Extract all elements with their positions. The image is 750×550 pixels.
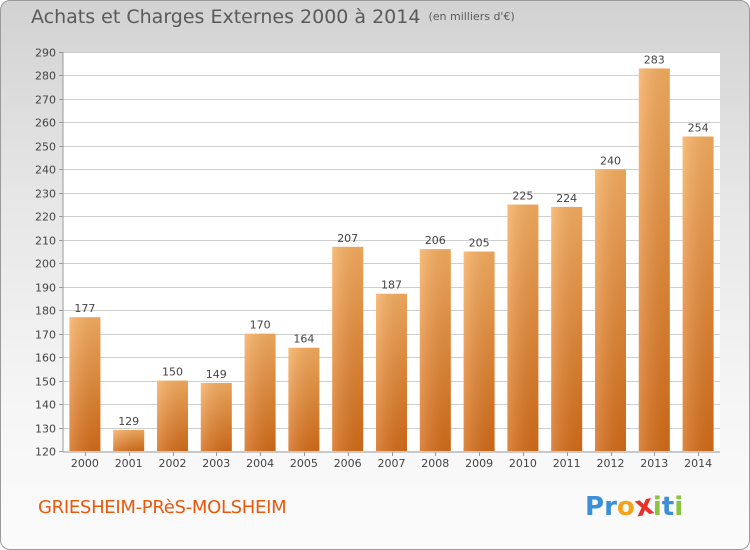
chart-unit: (en milliers d'€) [428,10,515,23]
x-tick-label-2007: 2007 [378,457,406,470]
x-tick-label-2008: 2008 [421,457,449,470]
x-tick-label-2012: 2012 [597,457,625,470]
bar-shade-2004 [244,333,276,451]
logo-letter: P [585,492,605,522]
y-tick-label: 140 [35,399,56,412]
proxiti-logo: Proxiti [585,487,684,523]
x-tick-label-2000: 2000 [71,457,99,470]
bars [69,68,714,451]
logo-letter: r [604,492,617,522]
x-axis-ticks: 2000 2001 2002 2003 2004 2005 2006 2007 2008 2009… [71,452,712,470]
data-label-2005: 164 [293,333,314,346]
x-tick-label-2013: 2013 [640,457,668,470]
commune-name: GRIESHEIM-PRèS-MOLSHEIM [38,497,287,518]
x-tick-label-2001: 2001 [115,457,143,470]
y-tick-label: 190 [35,282,56,295]
data-label-2014: 254 [688,121,709,134]
bar-shade-2013 [638,68,670,451]
bar-shade-2011 [551,206,583,451]
x-tick-label-2002: 2002 [159,457,187,470]
bar-shade-2008 [419,249,451,451]
logo-letter: i [674,492,684,522]
y-tick-label: 170 [35,329,56,342]
y-tick-label: 270 [35,94,56,107]
data-label-2007: 187 [381,279,402,292]
x-tick-label-2014: 2014 [684,457,712,470]
x-tick-label-2005: 2005 [290,457,318,470]
y-tick-label: 240 [35,164,56,177]
data-label-2013: 283 [644,53,665,66]
data-label-2008: 206 [425,234,446,247]
data-label-2010: 225 [512,190,533,203]
bar-shade-2014 [682,136,714,451]
bar-shade-2009 [463,251,495,451]
logo-letter: o [616,492,635,522]
y-tick-label: 200 [35,258,56,271]
x-tick-label-2009: 2009 [465,457,493,470]
bar-shade-2007 [376,293,407,451]
data-label-2001: 129 [118,415,139,428]
bar-shade-2012 [595,169,626,451]
data-label-2006: 207 [337,232,358,245]
bar-shade-2002 [157,380,188,451]
chart-title-text: Achats et Charges Externes 2000 à 2014 [31,6,421,28]
y-tick-label: 160 [35,352,56,365]
data-label-2009: 205 [469,237,490,250]
x-tick-label-2011: 2011 [553,457,581,470]
data-label-2000: 177 [74,302,95,315]
y-tick-label: 250 [35,141,56,154]
bar-shade-2001 [113,429,145,451]
y-tick-label: 230 [35,188,56,201]
x-tick-label-2003: 2003 [202,457,230,470]
bar-shade-2006 [332,246,364,451]
y-tick-label: 150 [35,376,56,389]
y-tick-label: 260 [35,117,56,130]
y-tick-label: 120 [35,446,56,459]
data-label-2003: 149 [206,368,227,381]
data-labels: 177 129 150 149 170 164 207 187 206 205 225 224 240 2… [74,53,708,427]
logo-letter: i [652,492,662,522]
x-tick-label-2010: 2010 [509,457,537,470]
data-label-2012: 240 [600,154,621,167]
data-label-2004: 170 [250,319,271,332]
x-tick-label-2006: 2006 [334,457,362,470]
bar-shade-2000 [69,317,101,451]
chart-title: Achats et Charges Externes 2000 à 2014 (e… [31,6,515,28]
data-label-2011: 224 [556,192,577,205]
bar-shade-2005 [288,347,320,451]
bar-shade-2003 [200,382,232,451]
x-tick-label-2004: 2004 [246,457,274,470]
data-label-2002: 150 [162,366,183,379]
bar-shade-2010 [507,204,539,451]
y-tick-label: 220 [35,211,56,224]
y-tick-label: 290 [35,47,56,60]
y-axis-ticks: 120 130 140 150 160 170 180 190 200 210 220 230 240 2… [35,47,63,459]
y-tick-label: 280 [35,70,56,83]
logo-letter: t [661,492,675,522]
y-tick-label: 130 [35,423,56,436]
y-tick-label: 180 [35,305,56,318]
y-tick-label: 210 [35,235,56,248]
